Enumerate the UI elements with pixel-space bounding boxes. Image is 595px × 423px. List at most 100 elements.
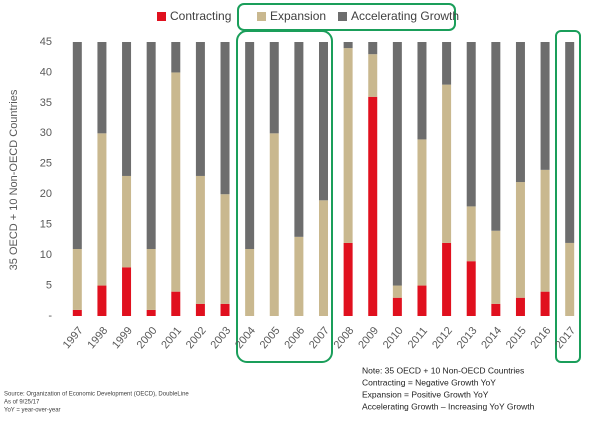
bar-segment (72, 42, 82, 250)
bar-segment (245, 42, 255, 250)
y-tick-label: 10 (40, 249, 52, 261)
bar-segment (515, 42, 525, 183)
bar-segment (442, 42, 452, 85)
bar-segment (491, 303, 501, 316)
bar-segment (343, 42, 353, 49)
bar-segment (171, 42, 181, 73)
bar-segment (491, 42, 501, 231)
note-text: Accelerating Growth – Increasing YoY Gro… (362, 401, 535, 411)
x-tick-label: 2014 (479, 325, 504, 351)
bar-segment (343, 242, 353, 316)
legend-label: Expansion (270, 9, 326, 23)
bar-segment (294, 236, 304, 316)
highlight-box (555, 30, 581, 363)
bar-segment (368, 96, 378, 316)
bar-segment (195, 42, 205, 176)
x-tick-label: 2007 (307, 325, 332, 351)
bar-segment (368, 54, 378, 97)
bar-segment (97, 285, 107, 316)
y-tick-label: 45 (40, 36, 52, 48)
bar-segment (368, 42, 378, 55)
bar-segment (122, 42, 132, 176)
highlight-box (236, 30, 333, 363)
x-tick-label: 1998 (85, 325, 110, 351)
bar-segment (195, 303, 205, 316)
x-tick-label: 2009 (356, 325, 381, 351)
legend-highlight (237, 3, 456, 31)
bar-segment (294, 42, 304, 237)
bar-segment (72, 309, 82, 316)
y-tick-label: 35 (40, 97, 52, 109)
x-tick-label: 2011 (406, 325, 430, 351)
bar-segment (97, 42, 107, 134)
bar-segment (442, 84, 452, 243)
legend-label: Accelerating Growth (351, 9, 459, 23)
bar-segment (220, 42, 230, 195)
x-tick-label: 2016 (529, 325, 554, 351)
bar-segment (417, 285, 427, 316)
bar-segment (466, 206, 476, 262)
y-tick-label: 20 (40, 188, 52, 200)
x-tick-label: 1997 (61, 325, 86, 351)
source-text: YoY = year-over-year (4, 408, 61, 414)
bar-segment (269, 133, 279, 316)
bar-segment (466, 261, 476, 316)
bar-segment (269, 42, 279, 134)
bar-segment (540, 291, 550, 316)
x-tick-label: 2008 (332, 325, 357, 351)
bar-segment (540, 42, 550, 170)
bar-segment (220, 303, 230, 316)
x-tick-label: 2000 (135, 325, 160, 351)
bar-segment (515, 297, 525, 316)
bar-segment (195, 175, 205, 304)
bar-segment (343, 48, 353, 243)
x-tick-label: 2015 (504, 325, 529, 351)
bar-segment (146, 42, 156, 250)
bar-segment (122, 175, 132, 268)
bar-segment (540, 169, 550, 292)
bar-segment (565, 242, 575, 316)
legend-swatch (157, 12, 166, 21)
y-tick-label: 30 (40, 127, 52, 139)
source-text: Source: Organization of Economic Develop… (4, 392, 189, 398)
bar-segment (146, 249, 156, 310)
x-tick-label: 2012 (430, 325, 455, 351)
y-axis-label: 35 OECD + 10 Non-OECD Countries (8, 89, 20, 270)
x-tick-label: 1999 (110, 325, 135, 351)
y-tick-label: 40 (40, 66, 52, 78)
note-text: Contracting = Negative Growth YoY (362, 377, 496, 387)
bar-segment (491, 230, 501, 304)
bar-segment (146, 309, 156, 316)
bar-segment (442, 242, 452, 316)
legend-label: Contracting (170, 9, 231, 23)
x-tick-label: 2010 (381, 325, 406, 351)
y-tick-label: - (48, 310, 52, 322)
bar-segment (392, 297, 402, 316)
bar-segment (171, 291, 181, 316)
x-tick-label: 2002 (184, 325, 209, 351)
bar-segment (392, 42, 402, 286)
bar-segment (417, 139, 427, 286)
bar-segment (220, 194, 230, 304)
y-tick-label: 5 (46, 279, 52, 291)
bar-segment (171, 72, 181, 292)
bar-segment (319, 200, 328, 316)
y-tick-label: 15 (40, 219, 52, 231)
bar-segment (319, 42, 328, 201)
bar-segment (122, 267, 132, 316)
source-text: As of 9/25/17 (4, 400, 40, 406)
bar-segment (245, 249, 255, 316)
bar-segment (565, 42, 575, 243)
x-tick-label: 2003 (208, 325, 233, 351)
y-tick-label: 25 (40, 158, 52, 170)
x-tick-label: 2001 (159, 325, 184, 351)
legend-swatch (257, 12, 266, 21)
x-tick-label: 2006 (282, 325, 307, 351)
x-tick-label: 2005 (258, 325, 283, 351)
legend-swatch (338, 12, 347, 21)
note-text: Expansion = Positive Growth YoY (362, 389, 489, 399)
note-text: Note: 35 OECD + 10 Non-OECD Countries (362, 365, 524, 375)
x-tick-label: 2013 (455, 325, 480, 351)
bar-segment (417, 42, 427, 140)
